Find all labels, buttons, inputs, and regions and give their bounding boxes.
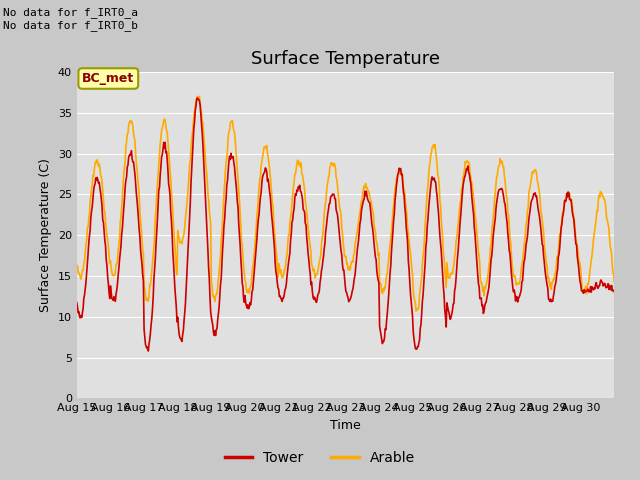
Legend: Tower, Arable: Tower, Arable — [219, 445, 421, 471]
Tower — [236, 241, 244, 247]
Title: Surface Temperature: Surface Temperature — [251, 49, 440, 68]
Arable — [236, 199, 243, 204]
Tower — [193, 95, 201, 101]
Tower — [73, 300, 81, 305]
Y-axis label: Surface Temperature (C): Surface Temperature (C) — [39, 158, 52, 312]
Arable — [262, 146, 270, 152]
Arable — [611, 279, 618, 285]
Arable — [412, 308, 420, 314]
X-axis label: Time: Time — [330, 419, 361, 432]
Text: No data for f_IRT0_a
No data for f_IRT0_b: No data for f_IRT0_a No data for f_IRT0_… — [3, 7, 138, 31]
Arable — [136, 209, 144, 215]
Tower — [403, 225, 410, 230]
Arable — [193, 94, 201, 99]
Tower — [263, 169, 271, 175]
Arable — [433, 155, 440, 160]
Arable — [402, 200, 410, 206]
Line: Arable: Arable — [77, 96, 614, 311]
Tower — [433, 188, 440, 193]
Line: Tower: Tower — [77, 98, 614, 351]
Text: BC_met: BC_met — [82, 72, 134, 85]
Arable — [73, 263, 81, 268]
Tower — [611, 289, 618, 295]
Tower — [145, 348, 152, 354]
Tower — [284, 273, 291, 278]
Arable — [282, 254, 290, 260]
Tower — [136, 234, 144, 240]
